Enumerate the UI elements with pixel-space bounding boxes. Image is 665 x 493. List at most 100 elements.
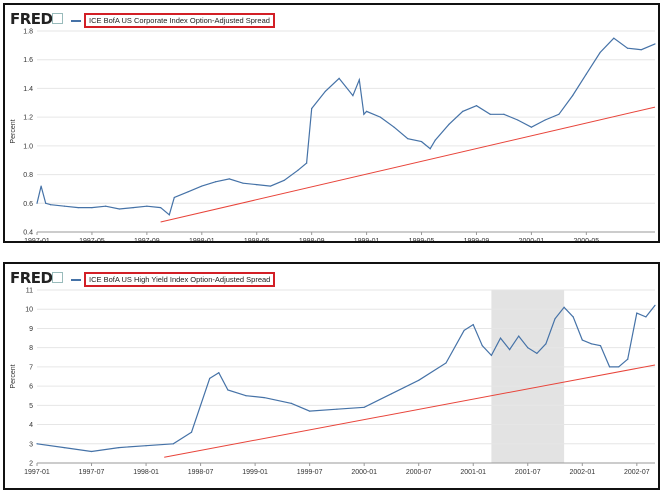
chart-panel-high-yield: FRED ICE BofA US High Yield Index Option… [3, 262, 660, 490]
y-tick-label: 0.8 [23, 172, 33, 179]
data-point [448, 123, 450, 125]
data-point [645, 316, 647, 318]
data-point [418, 379, 420, 381]
data-point [530, 126, 533, 128]
recession-shading [491, 290, 565, 463]
x-tick-label: 1998-07 [188, 469, 214, 476]
data-point [91, 206, 93, 209]
data-point [608, 366, 611, 368]
data-point [190, 431, 193, 433]
chart-title: ICE BofA US Corporate Index Option-Adjus… [84, 13, 275, 28]
x-tick-label: 1998-01 [133, 469, 159, 476]
data-point [36, 202, 38, 204]
y-tick-label: 1.2 [23, 115, 33, 122]
y-tick-label: 4 [29, 422, 33, 429]
data-point [599, 51, 601, 54]
x-tick-label: 1999-07 [297, 469, 323, 476]
data-point [90, 450, 93, 453]
data-point [654, 43, 656, 45]
x-tick-label: 1997-01 [24, 238, 50, 241]
data-point [132, 206, 134, 209]
data-point [338, 77, 340, 79]
data-point [283, 179, 285, 181]
x-tick-label: 1998-09 [299, 238, 325, 241]
data-point [558, 113, 560, 115]
x-tick-label: 2000-05 [573, 238, 599, 241]
data-point [172, 443, 174, 445]
data-point [336, 408, 338, 410]
data-point [311, 107, 313, 110]
data-point [173, 196, 175, 199]
data-point [572, 95, 574, 97]
data-point [393, 126, 395, 128]
legend: ICE BofA US High Yield Index Option-Adju… [71, 272, 276, 287]
data-point [544, 119, 546, 121]
data-point [63, 205, 66, 207]
x-tick-label: 1999-09 [464, 238, 490, 241]
data-point [545, 343, 547, 345]
data-point [563, 306, 565, 308]
data-point [627, 358, 629, 360]
data-point [228, 178, 230, 180]
legend: ICE BofA US Corporate Index Option-Adjus… [71, 13, 275, 28]
y-tick-label: 1.6 [23, 57, 33, 64]
data-point [363, 406, 365, 408]
data-point [613, 37, 615, 39]
data-point [517, 119, 519, 121]
y-tick-label: 0.4 [23, 230, 33, 237]
chart-svg-high-yield: 2 3 4 5 6 7 8 9 10 11 1997-01 1997-07 1998-01 1998-07… [10, 288, 656, 476]
data-point [489, 113, 491, 115]
data-point [201, 185, 203, 187]
data-point [572, 316, 574, 318]
data-point [640, 49, 642, 51]
data-point [187, 191, 189, 193]
data-point [358, 79, 360, 81]
data-point [407, 138, 409, 140]
data-point [309, 410, 311, 412]
x-tick-label: 1997-01 [24, 469, 50, 476]
y-axis-label: Percent [10, 119, 17, 143]
data-point [636, 312, 638, 314]
data-point [245, 395, 247, 397]
x-tick-label: 2001-07 [515, 469, 541, 476]
data-point [269, 185, 272, 187]
y-tick-label: 10 [25, 307, 33, 314]
chart-title: ICE BofA US High Yield Index Option-Adju… [84, 272, 276, 287]
data-point [263, 397, 265, 399]
trend-line [160, 106, 656, 223]
x-tick-label: 2002-07 [624, 469, 650, 476]
data-point [527, 347, 529, 349]
x-tick-label: 1999-05 [409, 238, 435, 241]
y-tick-label: 8 [29, 345, 33, 352]
data-point [118, 447, 120, 449]
x-tick-label: 2000-07 [406, 469, 432, 476]
data-point [363, 113, 365, 115]
data-point [379, 116, 381, 118]
trend-line [164, 364, 656, 458]
x-tick-label: 2000-01 [351, 469, 377, 476]
data-point [503, 113, 505, 115]
x-tick-label: 1998-05 [244, 238, 270, 241]
data-point [618, 366, 620, 368]
data-point [626, 47, 629, 49]
chart-panel-corporate: FRED ICE BofA US Corporate Index Option-… [3, 3, 660, 243]
x-tick-label: 2000-01 [519, 238, 545, 241]
data-point [227, 389, 229, 391]
data-point [306, 162, 308, 164]
data-point [429, 148, 431, 150]
x-tick-label: 1997-05 [79, 238, 105, 241]
data-point [168, 214, 170, 216]
data-point [214, 181, 217, 183]
data-point [145, 445, 147, 447]
series-line [36, 37, 656, 216]
data-point [581, 339, 583, 341]
data-point [490, 354, 493, 356]
data-point [499, 337, 502, 339]
data-point [654, 304, 656, 306]
x-tick-label: 2001-01 [460, 469, 486, 476]
x-tick-label: 1999-01 [354, 238, 380, 241]
data-point [40, 185, 42, 187]
data-point [63, 447, 65, 449]
y-tick-label: 11 [26, 288, 33, 295]
data-point [472, 324, 474, 326]
